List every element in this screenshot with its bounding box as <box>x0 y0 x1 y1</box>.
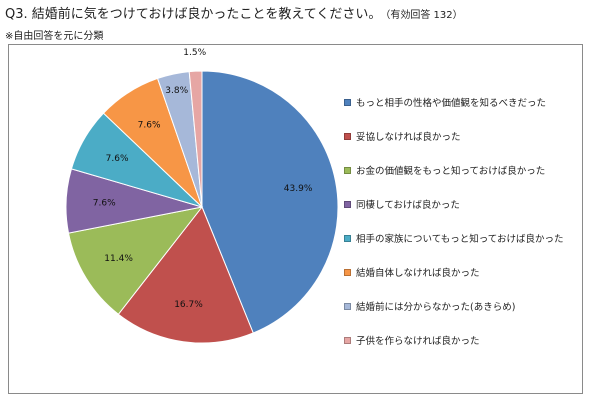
legend-label: 妥協しなければ良かった <box>356 132 461 143</box>
legend-label: 結婚自体しなければ良かった <box>356 268 480 279</box>
slice-data-label: 7.6% <box>138 121 161 131</box>
legend-label: 結婚前には分からなかった(あきらめ) <box>356 302 516 313</box>
legend-label: お金の価値観をもっと知っておけば良かった <box>356 166 546 177</box>
legend-swatch <box>344 234 351 242</box>
legend-item: お金の価値観をもっと知っておけば良かった <box>344 163 545 177</box>
legend-item: 相手の家族についてもっと知っておけば良かった <box>344 231 563 245</box>
legend-label: もっと相手の性格や価値観を知るべきだった <box>356 98 547 109</box>
title-text: Q3. 結婚前に気をつけておけば良かったことを教えてください。 <box>5 7 382 22</box>
respondent-count: （有効回答 132） <box>385 10 463 21</box>
chart-title: Q3. 結婚前に気をつけておけば良かったことを教えてください。 （有効回答 132… <box>5 3 463 22</box>
legend-label: 相手の家族についてもっと知っておけば良かった <box>356 234 564 245</box>
slice-data-label: 11.4% <box>104 254 133 264</box>
chart-area: 43.9% 16.7% 11.4% 7.6% 7.6% 7.6% 3.8% 1.5% もっと相… <box>8 44 583 394</box>
legend-label: 子供を作らなければ良かった <box>356 336 480 347</box>
pie-slice-3 <box>67 206 204 315</box>
legend-swatch <box>344 98 351 106</box>
slice-data-label: 43.9% <box>284 184 313 194</box>
slice-data-label: 3.8% <box>165 86 188 96</box>
legend-item: 同棲しておけば良かった <box>344 197 460 211</box>
slice-data-label: 1.5% <box>183 48 206 58</box>
pie-chart: 43.9% 16.7% 11.4% 7.6% 7.6% 7.6% 3.8% 1.5% <box>65 48 339 344</box>
legend-item: 結婚自体しなければ良かった <box>344 265 480 279</box>
pie-slice-1 <box>201 70 339 334</box>
legend-swatch <box>344 200 351 208</box>
legend-swatch <box>344 336 351 344</box>
slice-data-label: 16.7% <box>174 300 203 310</box>
legend-item: 子供を作らなければ良かった <box>344 333 480 347</box>
legend-swatch <box>344 132 351 140</box>
legend-item: 妥協しなければ良かった <box>344 129 461 143</box>
classification-note: ※自由回答を元に分類 <box>5 31 104 42</box>
legend-swatch <box>344 166 351 174</box>
legend-item: もっと相手の性格や価値観を知るべきだった <box>344 95 546 109</box>
legend-swatch <box>344 302 351 310</box>
legend-swatch <box>344 268 351 276</box>
legend-label: 同棲しておけば良かった <box>356 200 460 211</box>
slice-data-label: 7.6% <box>106 154 129 164</box>
legend-item: 結婚前には分からなかった(あきらめ) <box>344 299 515 313</box>
pie-slice-2 <box>117 206 254 344</box>
slice-data-label: 7.6% <box>93 199 116 209</box>
pie-slice-8 <box>188 70 203 208</box>
